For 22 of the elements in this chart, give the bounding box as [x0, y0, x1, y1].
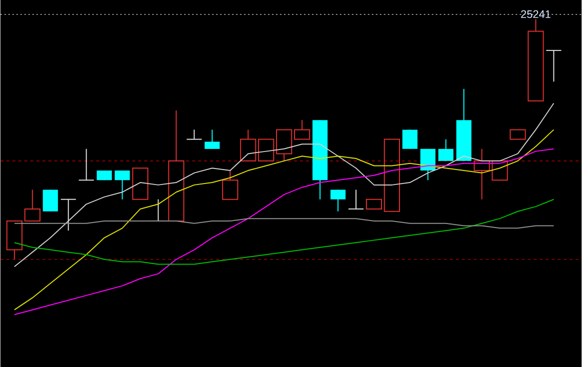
candlestick — [330, 189, 346, 212]
candlestick — [6, 220, 22, 260]
candlestick — [60, 198, 76, 231]
candlestick — [546, 50, 562, 82]
annotation: 25241 — [521, 10, 550, 18]
candlestick — [42, 189, 58, 212]
candlestick — [222, 170, 238, 200]
candlestick — [474, 148, 490, 200]
candlestick — [348, 189, 364, 210]
candlestick — [294, 119, 310, 140]
candlestick — [438, 138, 454, 162]
candlestick — [78, 148, 94, 180]
candlestick — [240, 128, 256, 162]
candlestick — [420, 148, 436, 180]
candlestick — [204, 128, 220, 150]
candlestick — [528, 18, 544, 102]
candlestick — [402, 128, 418, 150]
candlestick — [114, 170, 130, 200]
candlestick — [276, 128, 292, 162]
candlestick — [168, 110, 184, 222]
candlestick — [24, 189, 40, 222]
candlestick — [186, 128, 202, 140]
